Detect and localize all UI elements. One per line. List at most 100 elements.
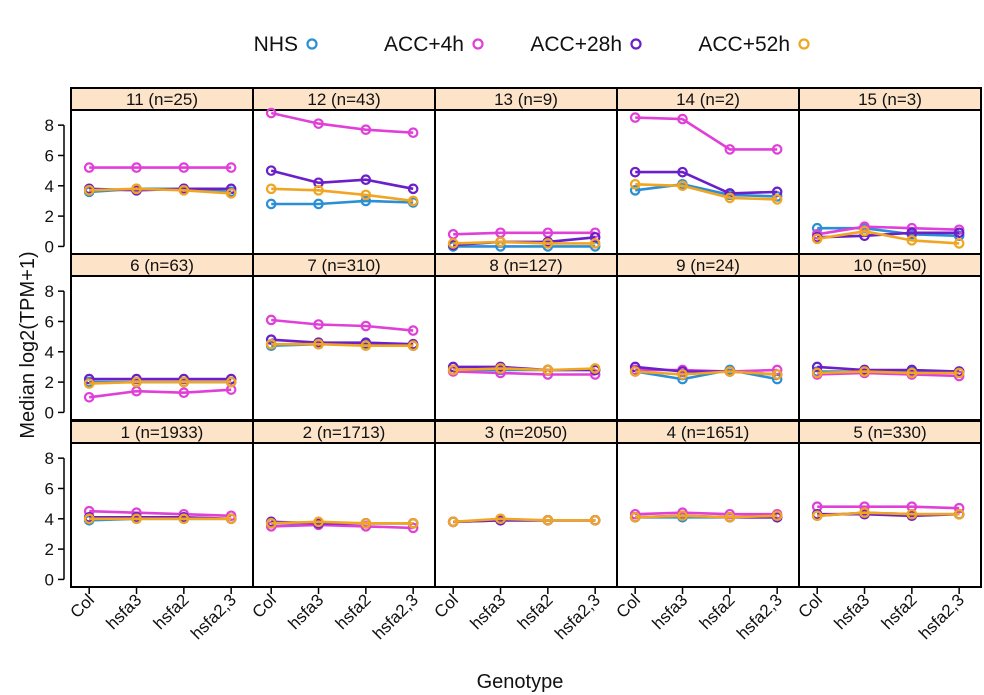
series-line-acc-4h bbox=[635, 116, 778, 151]
series-acc-52h bbox=[265, 338, 419, 352]
point-acc-4h-hsfa2-3 bbox=[953, 502, 965, 514]
series-line-acc-52h bbox=[89, 380, 232, 385]
series-line-acc-52h bbox=[271, 187, 414, 203]
legend-label-acc-28h: ACC+28h bbox=[530, 33, 622, 56]
panel-plot-area bbox=[70, 275, 254, 421]
panel-12-n-43: 12 (n=43) bbox=[252, 87, 436, 255]
series-acc-52h bbox=[447, 513, 601, 528]
point-acc-4h-hsfa2-3 bbox=[407, 127, 419, 139]
point-acc-52h-col bbox=[629, 178, 641, 190]
point-acc-52h-hsfa2 bbox=[360, 340, 372, 352]
series-line-acc-4h bbox=[817, 505, 960, 510]
series-acc-52h bbox=[265, 183, 419, 207]
point-acc-52h-col bbox=[265, 338, 277, 350]
x-tick-label-hsfa2: hsfa2 bbox=[514, 590, 557, 633]
series-line-acc-28h bbox=[635, 170, 778, 195]
series-line-nhs bbox=[817, 226, 960, 238]
y-tick-label: 4 bbox=[45, 177, 54, 196]
point-acc-4h-hsfa2 bbox=[360, 124, 372, 136]
panel-strip-label: 9 (n=24) bbox=[676, 256, 740, 275]
point-acc-4h-col bbox=[83, 391, 95, 403]
point-acc-52h-col bbox=[447, 238, 459, 249]
point-acc-52h-hsfa2-3 bbox=[771, 510, 783, 522]
series-line-acc-52h bbox=[453, 367, 596, 372]
x-tick-label-col: Col bbox=[67, 590, 98, 621]
x-tick-label-hsfa3: hsfa3 bbox=[103, 590, 146, 633]
series-acc-52h bbox=[811, 507, 965, 522]
y-tick-label: 2 bbox=[45, 207, 54, 226]
panel-strip-label: 5 (n=330) bbox=[853, 423, 926, 442]
panel-plot-area bbox=[434, 109, 618, 255]
series-line-acc-4h bbox=[89, 509, 232, 518]
series-line-nhs bbox=[271, 199, 414, 206]
y-tick-label: 6 bbox=[45, 312, 54, 331]
point-acc-52h-hsfa2-3 bbox=[589, 515, 601, 526]
panel-strip-label: 15 (n=3) bbox=[858, 90, 922, 109]
x-tick-label-hsfa2: hsfa2 bbox=[878, 590, 921, 633]
series-line-acc-4h bbox=[816, 225, 960, 236]
panel-strip-label: 3 (n=2050) bbox=[485, 423, 568, 442]
point-acc-52h-hsfa2 bbox=[178, 185, 190, 196]
point-nhs-col bbox=[629, 185, 641, 196]
panel-plot-area bbox=[616, 109, 800, 255]
point-acc-4h-col bbox=[629, 112, 641, 123]
panel-7-n-310: 7 (n=310) bbox=[252, 253, 436, 421]
panel-strip-label: 2 (n=1713) bbox=[303, 423, 386, 442]
y-axis: 0 2 4 6 8 bbox=[45, 282, 65, 422]
x-tick-label-hsfa3: hsfa3 bbox=[285, 590, 328, 633]
series-acc-52h bbox=[447, 363, 601, 376]
series-line-acc-52h bbox=[453, 240, 596, 245]
point-acc-52h-hsfa2 bbox=[906, 367, 918, 379]
legend: NHS ACC+4h ACC+28h ACC+52h bbox=[254, 33, 810, 56]
point-nhs-hsfa3 bbox=[313, 198, 324, 210]
panel-plot-area bbox=[434, 442, 618, 588]
point-acc-52h-hsfa2-3 bbox=[771, 194, 783, 205]
point-acc-52h-hsfa2-3 bbox=[407, 518, 419, 529]
point-acc-52h-col bbox=[629, 511, 641, 523]
panel-grid: 11 (n=25) 0 2 4 6 8 12 (n=43) 13 (n=9) 14 (n=2) 1… bbox=[45, 87, 982, 643]
point-acc-52h-hsfa3 bbox=[677, 180, 688, 192]
series-line-acc-52h bbox=[89, 187, 232, 195]
y-tick-label: 2 bbox=[45, 373, 54, 392]
panel-9-n-24: 9 (n=24) bbox=[616, 253, 800, 421]
x-tick-label-hsfa2: hsfa2 bbox=[696, 590, 739, 633]
y-tick-label: 8 bbox=[45, 116, 54, 135]
x-tick-label-hsfa2-3: hsfa2,3 bbox=[187, 590, 240, 643]
series-acc-52h bbox=[629, 366, 783, 380]
y-axis: 0 2 4 6 8 bbox=[45, 116, 65, 256]
point-acc-52h-hsfa3 bbox=[131, 183, 142, 195]
point-acc-52h-hsfa3 bbox=[495, 236, 506, 248]
point-acc-52h-hsfa3 bbox=[131, 376, 142, 388]
x-tick-label-hsfa3: hsfa3 bbox=[649, 590, 692, 633]
point-acc-52h-hsfa3 bbox=[677, 510, 688, 522]
x-tick-label-hsfa2-3: hsfa2,3 bbox=[733, 590, 786, 643]
series-acc-4h bbox=[83, 162, 237, 173]
point-acc-28h-hsfa2-3 bbox=[589, 232, 601, 243]
point-acc-52h-hsfa2 bbox=[178, 513, 190, 525]
y-tick-label: 0 bbox=[45, 403, 54, 422]
point-acc-52h-hsfa3 bbox=[313, 338, 324, 350]
point-acc-52h-col bbox=[83, 378, 95, 389]
x-tick-label-col: Col bbox=[613, 590, 644, 621]
panel-strip-label: 6 (n=63) bbox=[130, 256, 194, 275]
panel-strip-label: 12 (n=43) bbox=[307, 90, 380, 109]
point-acc-52h-hsfa2 bbox=[542, 515, 554, 526]
x-tick-label-hsfa2: hsfa2 bbox=[332, 590, 375, 633]
point-acc-52h-hsfa3 bbox=[131, 513, 142, 525]
point-acc-52h-hsfa2 bbox=[360, 518, 372, 529]
panel-plot-area bbox=[434, 275, 618, 421]
y-tick-label: 8 bbox=[45, 449, 54, 468]
y-tick-label: 0 bbox=[45, 570, 54, 589]
series-acc-52h bbox=[83, 376, 237, 389]
point-acc-52h-hsfa2 bbox=[542, 364, 554, 376]
x-tick-label-col: Col bbox=[795, 590, 826, 621]
point-acc-4h-hsfa2-3 bbox=[225, 162, 237, 173]
series-acc-28h bbox=[629, 166, 783, 199]
point-acc-52h-hsfa2 bbox=[542, 238, 554, 249]
series-line-acc-4h bbox=[817, 371, 960, 378]
panel-strip-label: 11 (n=25) bbox=[126, 90, 198, 109]
point-acc-4h-col bbox=[83, 162, 95, 173]
